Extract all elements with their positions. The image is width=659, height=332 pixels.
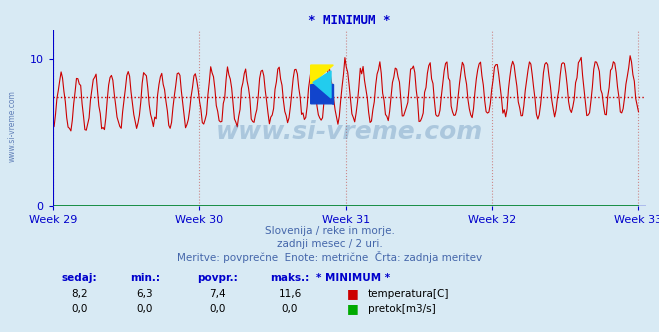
Text: 0,0: 0,0 — [137, 304, 153, 314]
Text: 7,4: 7,4 — [209, 289, 226, 299]
Text: 11,6: 11,6 — [278, 289, 302, 299]
Polygon shape — [310, 84, 333, 104]
Text: zadnji mesec / 2 uri.: zadnji mesec / 2 uri. — [277, 239, 382, 249]
Text: min.:: min.: — [130, 273, 160, 283]
Text: * MINIMUM *: * MINIMUM * — [316, 273, 389, 283]
Text: www.si-vreme.com: www.si-vreme.com — [215, 120, 483, 144]
Text: sedaj:: sedaj: — [61, 273, 97, 283]
Text: povpr.:: povpr.: — [197, 273, 238, 283]
Polygon shape — [310, 65, 333, 84]
Text: 0,0: 0,0 — [71, 304, 87, 314]
Text: Slovenija / reke in morje.: Slovenija / reke in morje. — [264, 226, 395, 236]
Text: 6,3: 6,3 — [136, 289, 154, 299]
Text: ■: ■ — [347, 287, 358, 300]
Text: www.si-vreme.com: www.si-vreme.com — [8, 90, 17, 162]
Text: temperatura[C]: temperatura[C] — [368, 289, 449, 299]
Text: 0,0: 0,0 — [282, 304, 298, 314]
Text: 0,0: 0,0 — [210, 304, 225, 314]
Text: ■: ■ — [347, 302, 358, 315]
Text: maks.:: maks.: — [270, 273, 310, 283]
Text: 8,2: 8,2 — [71, 289, 88, 299]
Polygon shape — [313, 71, 331, 98]
Polygon shape — [310, 84, 333, 104]
Text: pretok[m3/s]: pretok[m3/s] — [368, 304, 436, 314]
Title: * MINIMUM *: * MINIMUM * — [308, 14, 391, 27]
Text: Meritve: povprečne  Enote: metrične  Črta: zadnja meritev: Meritve: povprečne Enote: metrične Črta:… — [177, 251, 482, 263]
